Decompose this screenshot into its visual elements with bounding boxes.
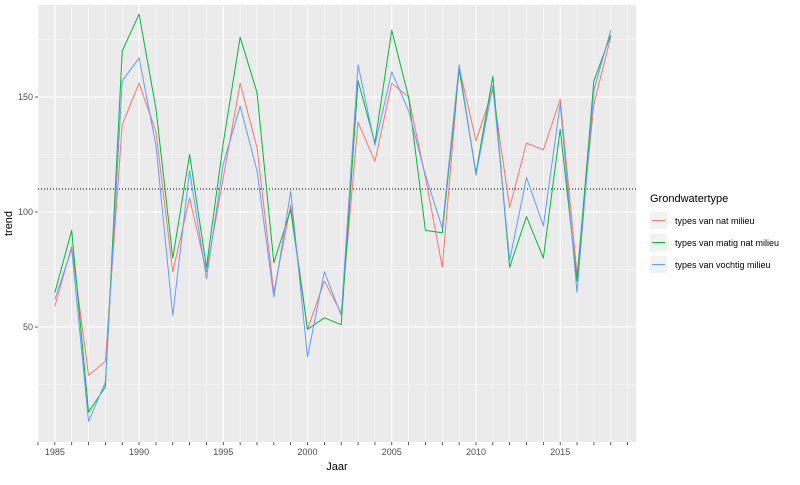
y-axis-ticks: 50 100 150: [18, 92, 38, 332]
x-tick-label: 2015: [550, 447, 570, 457]
x-axis-ticks: 1985 1990 1995 2000 2005 2010 2015: [37, 442, 628, 457]
plot-panel: [38, 5, 636, 442]
x-tick-label: 2005: [382, 447, 402, 457]
y-tick-label: 100: [18, 207, 33, 217]
series-line-1: [54, 37, 612, 376]
y-axis-title: trend: [3, 211, 15, 236]
x-axis-title: Jaar: [326, 461, 348, 473]
y-tick-label: 50: [23, 322, 33, 332]
x-tick-label: 1990: [129, 447, 149, 457]
major-gridlines: [38, 5, 636, 442]
series-lines: [54, 13, 612, 422]
series-line-3: [54, 30, 612, 422]
legend-label-3: types van vochtig milieu: [675, 260, 771, 270]
x-tick-label: 1995: [213, 447, 233, 457]
x-tick-label: 1985: [45, 447, 65, 457]
legend-title: Grondwatertype: [650, 193, 728, 205]
y-tick-label: 150: [18, 92, 33, 102]
x-tick-label: 2000: [298, 447, 318, 457]
legend-label-1: types van nat milieu: [675, 216, 755, 226]
legend-label-2: types van matig nat milieu: [675, 238, 779, 248]
x-tick-label: 2010: [466, 447, 486, 457]
series-line-2: [54, 13, 612, 413]
legend: Grondwatertype types van nat milieu types…: [650, 193, 779, 273]
